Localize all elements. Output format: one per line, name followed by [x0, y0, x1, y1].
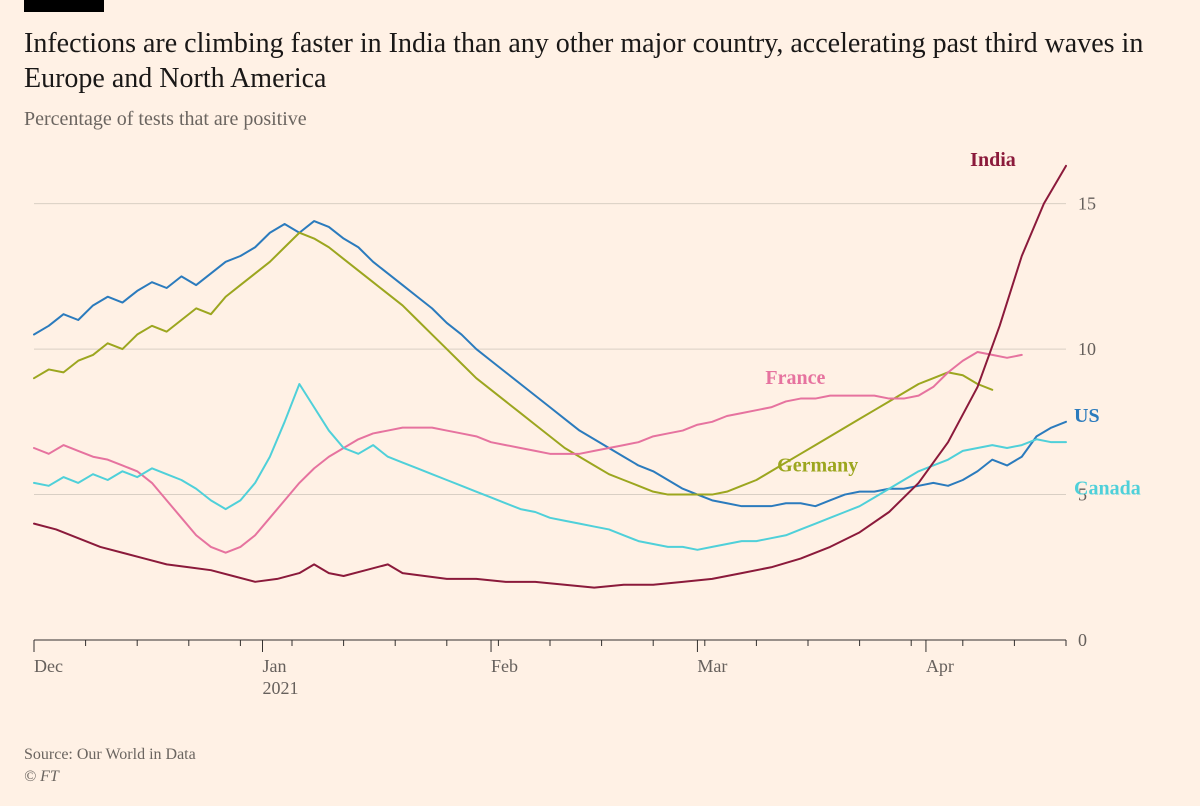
ft-tab-decoration	[24, 0, 104, 12]
y-tick-label: 10	[1078, 339, 1096, 359]
chart-page: Infections are climbing faster in India …	[0, 0, 1200, 806]
x-tick-label: Apr	[926, 656, 954, 676]
chart-footer: Source: Our World in Data © FT	[24, 746, 196, 786]
series-line-canada	[34, 384, 1066, 550]
series-label-india: India	[970, 150, 1016, 171]
y-tick-label: 0	[1078, 630, 1087, 650]
x-tick-label: Feb	[491, 656, 518, 676]
x-tick-label: Mar	[697, 656, 727, 676]
x-sub-label: 2021	[263, 678, 299, 698]
series-label-us: US	[1074, 405, 1100, 427]
source-text: Source: Our World in Data	[24, 746, 196, 764]
chart-subtitle: Percentage of tests that are positive	[24, 108, 307, 131]
x-tick-label: Jan	[263, 656, 287, 676]
series-label-germany: Germany	[777, 454, 858, 476]
series-line-us	[34, 221, 1066, 506]
y-tick-label: 15	[1078, 194, 1096, 214]
credit-text: © FT	[24, 768, 196, 786]
chart-svg: 051015DecJanFebMarApr2021IndiaUSGermanyF…	[24, 150, 1176, 710]
chart-plot: 051015DecJanFebMarApr2021IndiaUSGermanyF…	[24, 150, 1176, 710]
x-tick-label: Dec	[34, 656, 63, 676]
series-line-india	[34, 166, 1066, 588]
series-label-canada: Canada	[1074, 478, 1141, 500]
chart-title: Infections are climbing faster in India …	[24, 26, 1176, 96]
series-label-france: France	[765, 367, 825, 389]
